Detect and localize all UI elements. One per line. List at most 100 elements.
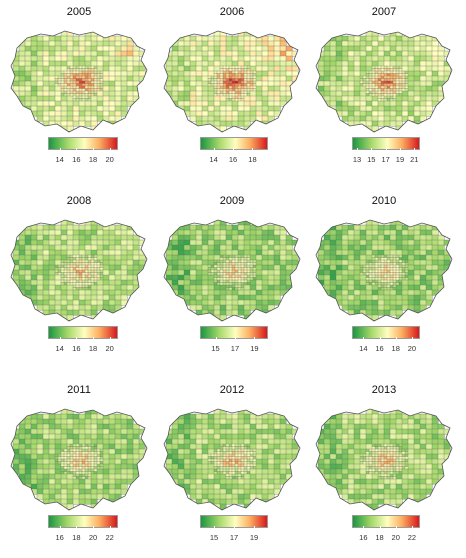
map-region [72, 115, 80, 122]
map-region [365, 294, 373, 301]
map-region [195, 289, 203, 296]
map-region [12, 249, 20, 256]
map-region [347, 413, 355, 420]
map-region [36, 234, 44, 241]
map-region [195, 254, 203, 261]
choropleth-map [163, 30, 301, 133]
map-region [273, 85, 281, 92]
map-region [60, 249, 68, 256]
map-region [401, 473, 409, 480]
map-region [335, 60, 343, 67]
map-region [353, 234, 361, 241]
map-region [401, 50, 409, 57]
map-region [249, 428, 257, 435]
map-region [261, 249, 269, 256]
map-region [413, 463, 421, 470]
map-region [413, 45, 421, 52]
map-region [60, 95, 68, 102]
map-region [359, 448, 367, 455]
color-legend: 14 16 18 20 [4, 137, 154, 167]
map-region [90, 428, 98, 435]
map-region [261, 80, 269, 87]
map-region [371, 289, 379, 296]
map-region [120, 423, 128, 430]
map-region [114, 75, 122, 82]
map-region [114, 50, 122, 57]
map-region [189, 115, 197, 122]
map-region [195, 264, 203, 271]
map-region [60, 299, 68, 306]
map-region [407, 423, 415, 430]
map-region [96, 279, 104, 286]
map-region [66, 234, 74, 241]
map-region [383, 100, 391, 107]
map-region [329, 438, 337, 445]
map-region [219, 100, 227, 107]
map-region [66, 100, 74, 107]
map-region [114, 478, 122, 485]
map-region [120, 438, 128, 445]
map-region [329, 458, 337, 465]
map-region [267, 234, 275, 241]
map-region [243, 478, 251, 485]
map-region [317, 60, 325, 67]
map-region [231, 433, 239, 440]
map-region [279, 229, 287, 236]
map-region [195, 105, 203, 112]
map-region [413, 473, 421, 480]
map-region [114, 249, 122, 256]
map-region [84, 488, 92, 495]
map-region [24, 244, 32, 251]
map-region [18, 75, 26, 82]
map-region [267, 274, 275, 281]
map-region [60, 438, 68, 445]
map-region [60, 40, 68, 47]
map-region [279, 65, 287, 72]
map-region [48, 458, 56, 465]
map-region [42, 229, 50, 236]
map-region [383, 45, 391, 52]
map-region [255, 418, 263, 425]
map-region [48, 60, 56, 67]
map-region [255, 294, 263, 301]
map-region [24, 100, 32, 107]
map-region [183, 55, 191, 62]
map-region [323, 453, 331, 460]
map-region [353, 438, 361, 445]
map-region [413, 80, 421, 87]
map-region [201, 50, 209, 57]
map-region [347, 279, 355, 286]
map-region [389, 309, 397, 316]
legend-tick-label: 16 [55, 533, 64, 542]
map-region [102, 463, 110, 470]
map-region [126, 423, 134, 430]
map-region [213, 498, 221, 505]
map-region [84, 224, 92, 231]
map-region [171, 45, 179, 52]
map-region [249, 249, 257, 256]
map-region [419, 473, 427, 480]
map-region [60, 110, 68, 117]
map-region [54, 259, 62, 266]
map-region [12, 458, 20, 465]
map-region [317, 65, 325, 72]
map-region [171, 50, 179, 57]
map-region [231, 40, 239, 47]
map-region [171, 259, 179, 266]
map-region [341, 289, 349, 296]
map-region [285, 50, 293, 57]
map-region [120, 60, 128, 67]
map-region [353, 269, 361, 276]
map-region [401, 60, 409, 67]
map-region [108, 304, 116, 311]
map-region [36, 90, 44, 97]
map-region [437, 443, 445, 450]
map-region [165, 65, 173, 72]
map-region [353, 55, 361, 62]
map-region [30, 100, 38, 107]
map-region [72, 40, 80, 47]
map-region [201, 438, 209, 445]
map-region [66, 309, 74, 316]
map-region [255, 50, 263, 57]
map-region [36, 413, 44, 420]
